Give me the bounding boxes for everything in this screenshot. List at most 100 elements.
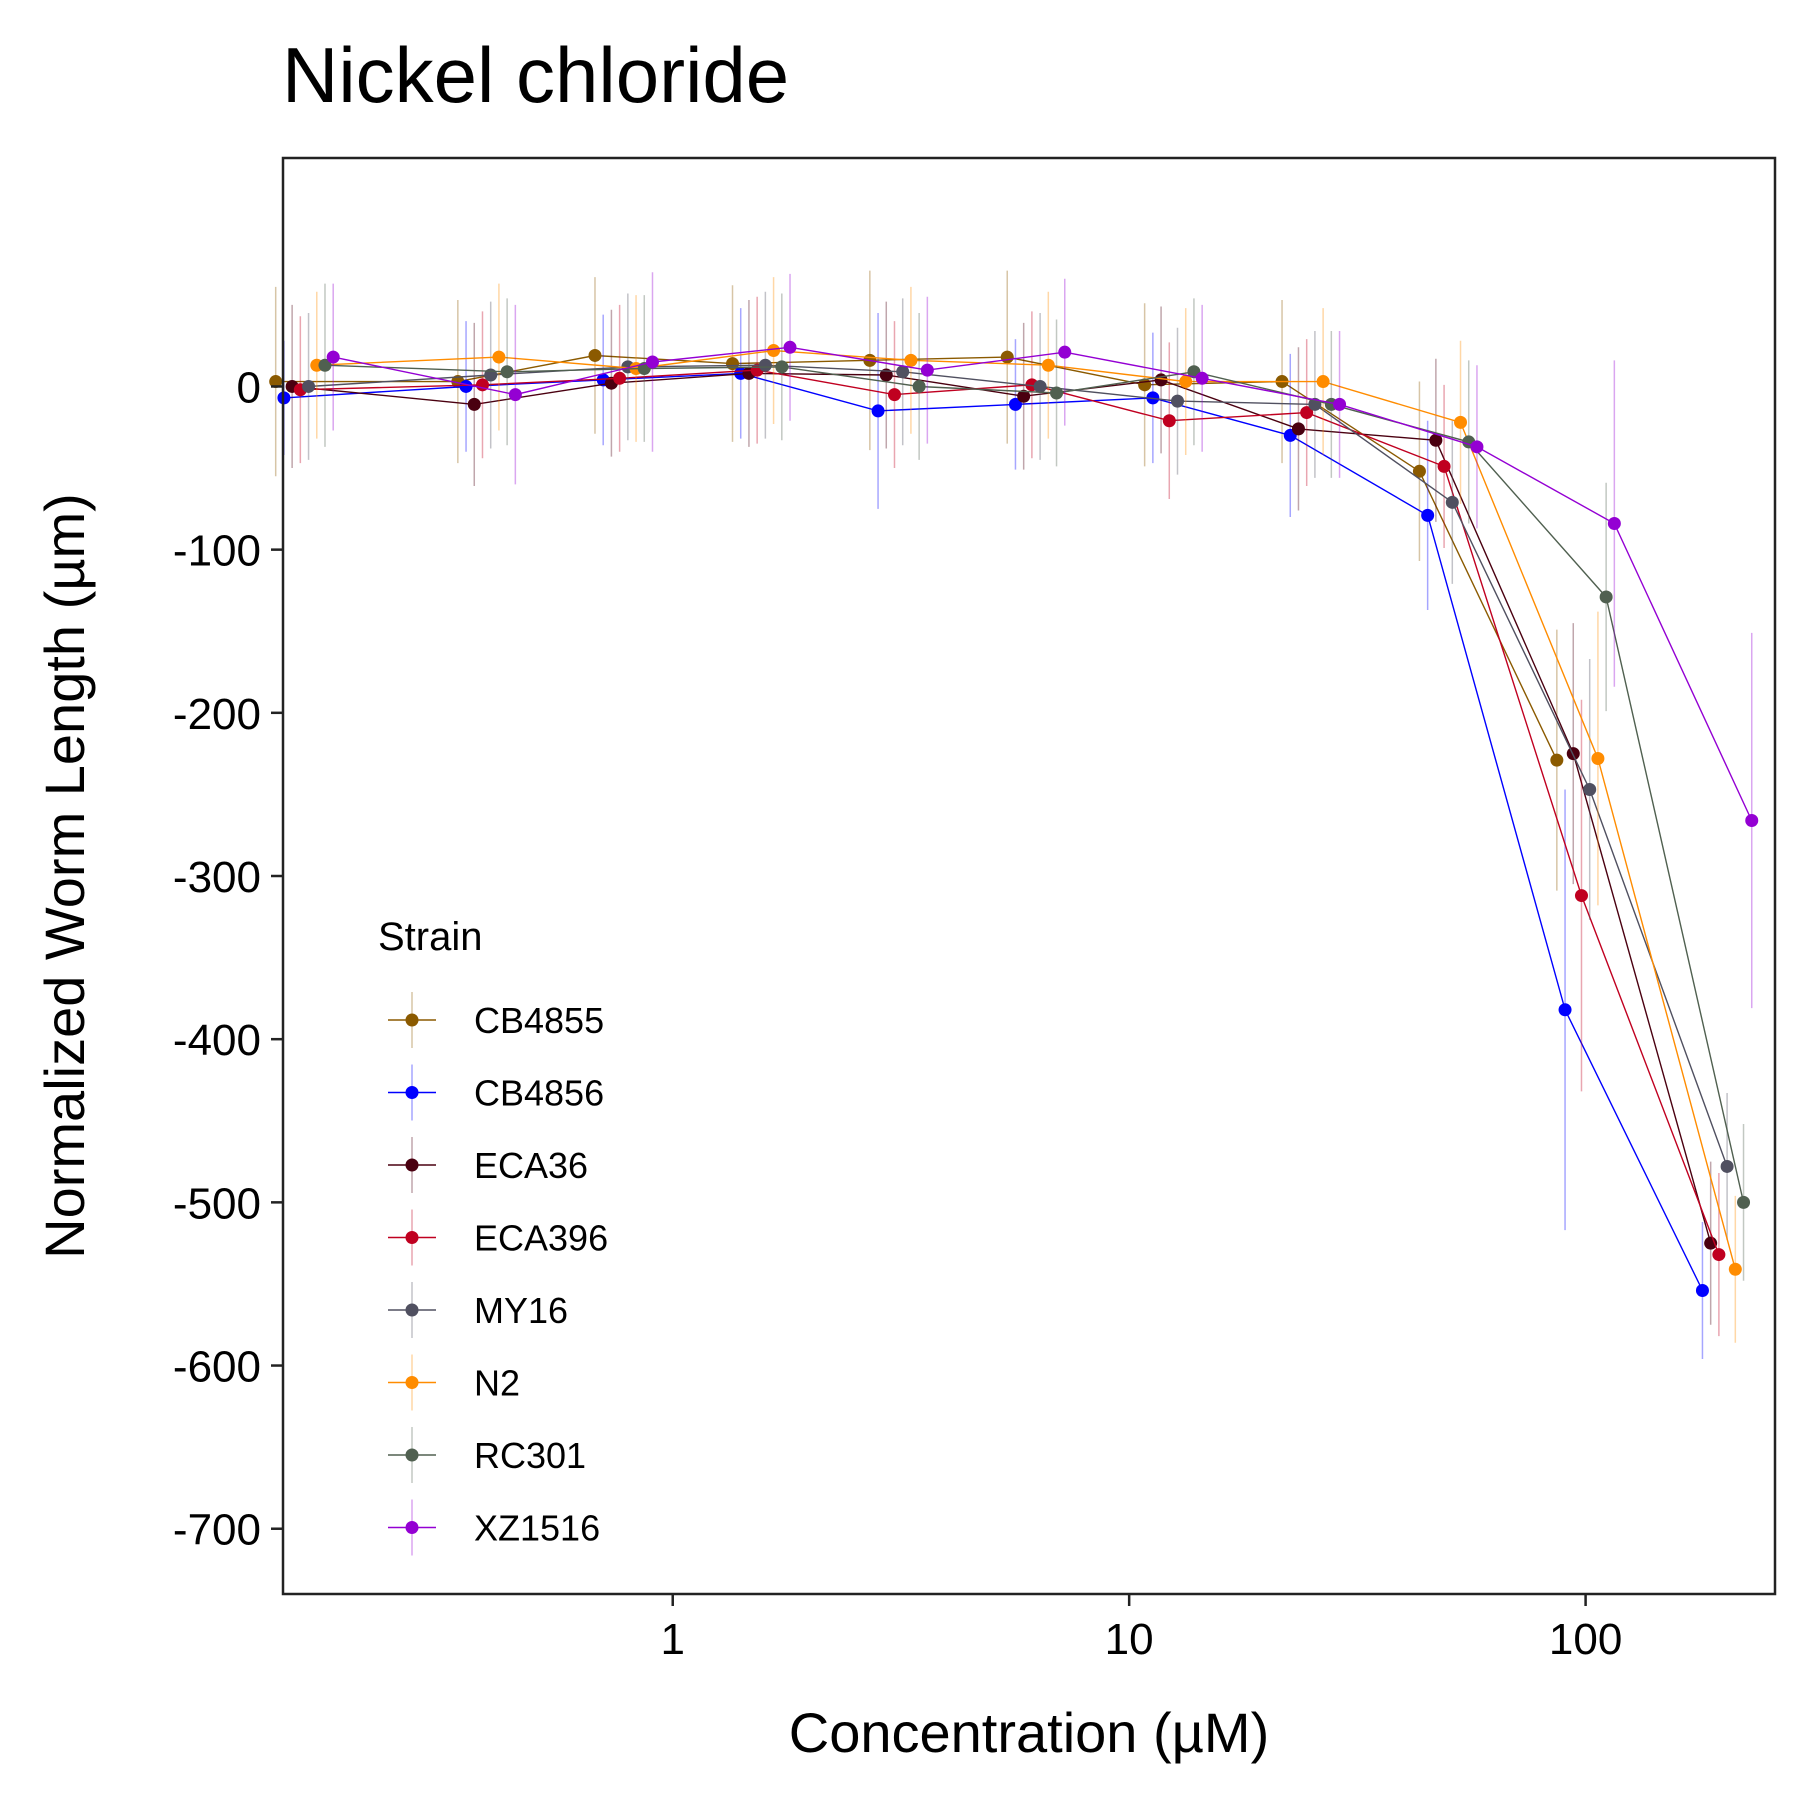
- legend-key-point: [405, 1086, 419, 1099]
- data-point: [912, 379, 926, 393]
- legend-key-point: [405, 1521, 419, 1534]
- series-line: [333, 346, 1753, 821]
- data-point: [1712, 1248, 1726, 1262]
- series-xz1516: [326, 272, 1759, 1009]
- data-point: [500, 365, 514, 379]
- x-tick-label: 100: [1549, 1615, 1622, 1664]
- y-tick-label: -700: [173, 1506, 261, 1555]
- x-tick-label: 1: [660, 1615, 684, 1664]
- legend-key-point: [405, 1448, 419, 1462]
- series-n2: [310, 277, 1742, 1343]
- legend-key-point: [405, 1376, 419, 1389]
- series-eca36: [285, 299, 1718, 1325]
- series-line: [275, 354, 1558, 761]
- series-line: [308, 364, 1728, 1167]
- y-tick-label: -500: [173, 1179, 261, 1228]
- data-point: [588, 348, 602, 362]
- x-tick-label: 10: [1105, 1615, 1154, 1664]
- data-point: [896, 365, 910, 379]
- data-point: [1000, 350, 1014, 364]
- data-point: [1720, 1159, 1734, 1173]
- data-point: [1300, 406, 1314, 420]
- legend-item-cb4856: CB4856: [388, 1064, 604, 1121]
- data-point: [508, 388, 522, 402]
- data-point: [1058, 345, 1072, 359]
- legend-label: N2: [474, 1363, 520, 1404]
- legend-key-point: [405, 1158, 419, 1172]
- y-tick-label: -600: [173, 1343, 261, 1392]
- legend-item-eca396: ECA396: [388, 1209, 608, 1266]
- data-point: [269, 375, 283, 389]
- legend-label: CB4856: [474, 1073, 604, 1114]
- data-point: [1171, 394, 1185, 408]
- data-point: [767, 344, 781, 358]
- legend-key-point: [405, 1013, 419, 1027]
- data-point: [1745, 814, 1759, 828]
- data-point: [920, 363, 934, 377]
- data-point: [613, 371, 627, 385]
- legend-item-eca36: ECA36: [388, 1137, 588, 1193]
- legend-label: RC301: [474, 1435, 586, 1476]
- data-point: [1445, 495, 1459, 509]
- legend-key-point: [405, 1231, 419, 1244]
- data-point: [758, 358, 772, 372]
- data-point: [1041, 358, 1055, 372]
- legend-item-xz1516: XZ1516: [388, 1499, 600, 1556]
- y-axis-title: Normalized Worm Length (µm): [33, 493, 96, 1259]
- legend-item-cb4855: CB4855: [388, 992, 604, 1048]
- series-line: [300, 369, 1720, 1255]
- data-point: [1583, 783, 1597, 797]
- axes-layer: 1 10 100 0 -100 -200 -300 -400 -500 -600 -700: [173, 363, 1622, 1664]
- data-point: [1550, 753, 1564, 767]
- data-point: [1429, 433, 1443, 447]
- data-point: [318, 358, 332, 372]
- data-point: [459, 379, 473, 393]
- plot-layer: [269, 270, 1759, 1360]
- data-point: [1558, 1003, 1572, 1017]
- data-point: [1017, 389, 1031, 403]
- data-point: [645, 355, 659, 369]
- data-point: [467, 397, 481, 411]
- data-point: [1454, 415, 1468, 429]
- data-point: [1574, 889, 1588, 903]
- data-point: [1695, 1283, 1709, 1297]
- legend-label: CB4855: [474, 1000, 604, 1041]
- data-point: [783, 340, 797, 354]
- legend-title: Strain: [378, 915, 483, 959]
- data-point: [1154, 373, 1168, 387]
- series-cb4856: [277, 308, 1709, 1360]
- data-point: [871, 404, 885, 418]
- legend-label: MY16: [474, 1290, 568, 1331]
- series-rc301: [318, 283, 1751, 1281]
- data-point: [1607, 517, 1621, 531]
- data-point: [1591, 752, 1605, 766]
- y-tick-label: -400: [173, 1016, 261, 1065]
- data-point: [1162, 414, 1176, 428]
- data-point: [1033, 379, 1047, 393]
- data-point: [1470, 440, 1484, 454]
- y-tick-label: -200: [173, 690, 261, 739]
- data-point: [887, 388, 901, 402]
- data-point: [1008, 397, 1022, 411]
- data-point: [1333, 397, 1347, 411]
- data-point: [326, 350, 340, 364]
- data-point: [1050, 386, 1064, 400]
- data-point: [775, 360, 789, 374]
- data-point: [1291, 422, 1305, 436]
- x-axis-title: Concentration (µM): [789, 1701, 1269, 1764]
- data-point: [492, 350, 506, 364]
- data-point: [1316, 375, 1330, 389]
- legend-label: ECA36: [474, 1145, 588, 1186]
- data-point: [1195, 371, 1209, 385]
- y-tick-label: -300: [173, 853, 261, 902]
- legend-item-n2: N2: [388, 1354, 520, 1411]
- data-point: [1437, 459, 1451, 473]
- legend-item-my16: MY16: [388, 1282, 568, 1338]
- data-point: [1421, 508, 1435, 522]
- y-tick-label: 0: [237, 363, 261, 412]
- chart-title: Nickel chloride: [282, 31, 789, 119]
- legend-label: XZ1516: [474, 1508, 600, 1549]
- series-line: [316, 349, 1736, 1270]
- data-point: [1599, 590, 1613, 604]
